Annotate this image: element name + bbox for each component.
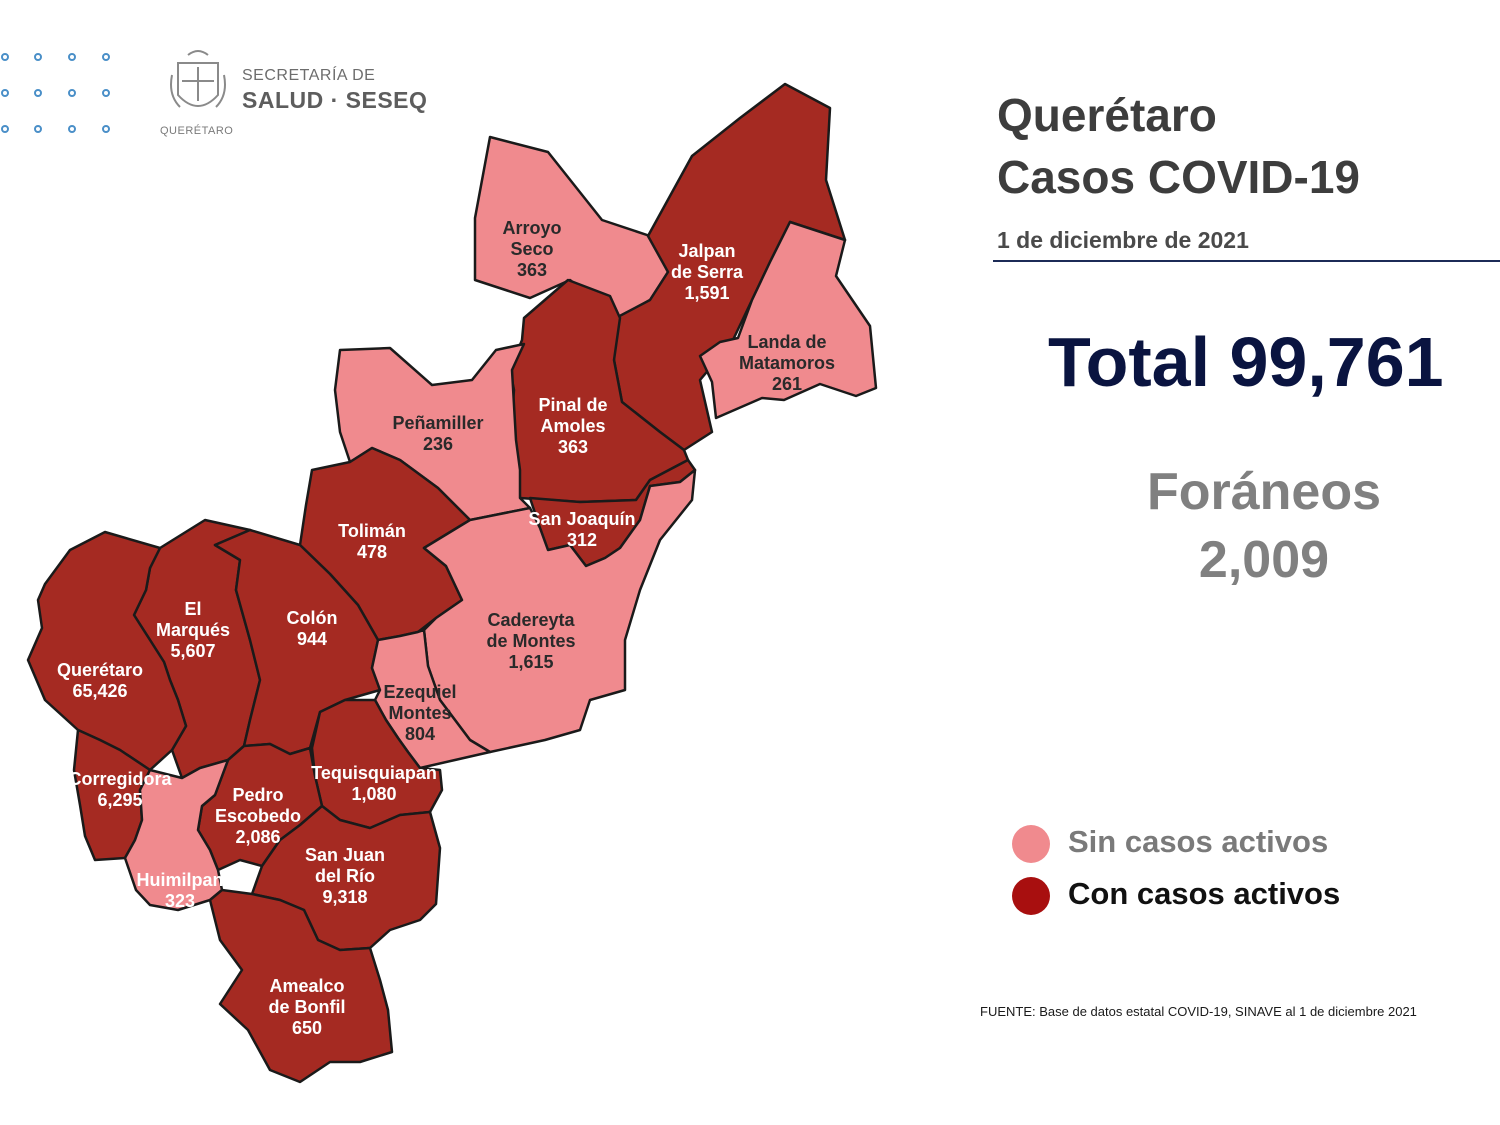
- municipality-label-queretaro: Querétaro 65,426: [57, 660, 143, 702]
- municipality-name-line: Pinal de: [538, 395, 608, 415]
- municipality-cases: 650: [291, 1018, 323, 1038]
- municipality-label-huimilpan: Huimilpan 323: [136, 870, 223, 912]
- municipality-label-landa-de-matamoros: Landa de Matamoros 261: [739, 332, 835, 395]
- legend-dot-active-icon: [1012, 877, 1050, 915]
- municipality-label-ezequiel-montes: Ezequiel Montes 804: [383, 682, 456, 745]
- municipality-cases: 5,607: [170, 641, 216, 661]
- municipality-cases: 236: [422, 434, 454, 454]
- source-note: FUENTE: Base de datos estatal COVID-19, …: [980, 1004, 1417, 1019]
- municipality-name-line: Colón: [286, 608, 338, 628]
- logo-salud-seseq-text: SALUD · SESEQ: [242, 87, 428, 113]
- municipality-label-penamiller: Peñamiller 236: [392, 413, 483, 455]
- municipality-name-line: de Serra: [670, 262, 744, 282]
- municipality-name-line: Seco: [510, 239, 554, 259]
- municipality-name-line: Arroyo: [502, 218, 562, 238]
- municipality-name-line: Escobedo: [214, 806, 302, 826]
- municipality-label-cadereyta-de-montes: Cadereyta de Montes 1,615: [486, 610, 575, 673]
- municipality-label-pinal-de-amoles: Pinal de Amoles 363: [538, 395, 607, 458]
- municipality-label-tequisquiapan: Tequisquiapan 1,080: [311, 763, 437, 805]
- municipality-label-corregidora: Corregidora 6,295: [68, 769, 171, 811]
- municipality-name-line: Peñamiller: [392, 413, 484, 433]
- municipality-cases: 312: [566, 530, 598, 550]
- municipality-name-line: Matamoros: [738, 353, 836, 373]
- municipality-cases: 65,426: [72, 681, 128, 701]
- municipality-label-colon: Colón 944: [287, 608, 338, 650]
- municipality-label-arroyo-seco: Arroyo Seco 363: [502, 218, 561, 281]
- municipality-name-line: Querétaro: [56, 660, 144, 680]
- municipality-name-line: Pedro: [232, 785, 284, 805]
- queretaro-municipalities-map: [26, 82, 878, 1084]
- municipality-name-line: Montes: [388, 703, 452, 723]
- municipality-cases: 1,080: [351, 784, 397, 804]
- legend-label-inactive: Sin casos activos: [1068, 824, 1329, 859]
- legend-dot-inactive-icon: [1012, 825, 1050, 863]
- logo-secretaria-text: SECRETARÍA DE: [242, 67, 376, 84]
- municipality-cases: 363: [516, 260, 548, 280]
- municipality-cases: 804: [404, 724, 436, 744]
- municipality-name-line: Jalpan: [678, 241, 736, 261]
- municipality-name-line: Cadereyta: [487, 610, 575, 630]
- municipality-name-line: de Montes: [486, 631, 576, 651]
- municipality-label-san-joaquin: San Joaquín 312: [528, 509, 635, 551]
- municipality-name-line: del Río: [314, 866, 375, 886]
- municipality-landa-de-matamoros: [698, 220, 878, 420]
- municipality-name-line: Amealco: [269, 976, 345, 996]
- municipality-name-line: El: [184, 599, 202, 619]
- municipality-name-line: Tequisquiapan: [311, 763, 437, 783]
- report-date: 1 de diciembre de 2021: [997, 227, 1249, 253]
- municipality-name-line: Huimilpan: [136, 870, 224, 890]
- municipality-ezequiel-montes: [370, 628, 492, 770]
- municipality-label-pedro-escobedo: Pedro Escobedo 2,086: [215, 785, 301, 848]
- total-cases: Total 99,761: [1048, 323, 1444, 401]
- municipality-queretaro: [26, 530, 188, 772]
- municipality-name-line: Ezequiel: [383, 682, 457, 702]
- municipality-name-line: San Joaquín: [528, 509, 636, 529]
- municipality-name-line: Landa de: [747, 332, 827, 352]
- municipality-name-line: de Bonfil: [268, 997, 346, 1017]
- municipality-name-line: San Juan: [304, 845, 386, 865]
- state-seal-icon: [170, 50, 226, 108]
- municipality-cases: 323: [164, 891, 196, 911]
- legend-label-active: Con casos activos: [1068, 876, 1341, 911]
- municipality-label-jalpan-de-serra: Jalpan de Serra 1,591: [671, 241, 743, 304]
- municipality-cases: 6,295: [97, 790, 143, 810]
- municipality-name-line: Marqués: [155, 620, 231, 640]
- municipality-cases: 1,615: [508, 652, 554, 672]
- municipality-cases: 1,591: [684, 283, 730, 303]
- municipality-name-line: Tolimán: [338, 521, 406, 541]
- municipality-cases: 363: [557, 437, 589, 457]
- municipality-label-amealco-de-bonfil: Amealco de Bonfil 650: [269, 976, 346, 1039]
- seseq-logo: SECRETARÍA DE SALUD · SESEQ QUERÉTARO: [160, 45, 440, 140]
- municipality-name-line: Amoles: [540, 416, 606, 436]
- decorative-dot-pattern: [1, 53, 110, 133]
- title-covid-cases: Casos COVID-19: [997, 151, 1361, 203]
- municipality-label-el-marques: El Marqués 5,607: [156, 599, 230, 662]
- municipality-label-san-juan-del-rio: San Juan del Río 9,318: [305, 845, 385, 908]
- foraneos-label: Foráneos: [1146, 463, 1382, 521]
- title-state: Querétaro: [997, 89, 1217, 141]
- foraneos-block: Foráneos 2,009: [1147, 458, 1381, 594]
- municipality-name-line: Corregidora: [68, 769, 172, 789]
- municipality-cases: 9,318: [322, 887, 368, 907]
- municipality-cases: 478: [356, 542, 388, 562]
- date-divider: [993, 260, 1500, 262]
- municipality-label-toliman: Tolimán 478: [338, 521, 406, 563]
- municipality-cases: 944: [296, 629, 328, 649]
- logo-state-text: QUERÉTARO: [160, 125, 234, 137]
- municipality-cases: 261: [771, 374, 803, 394]
- foraneos-value: 2,009: [1198, 531, 1330, 589]
- municipality-amealco-de-bonfil: [208, 888, 394, 1084]
- municipality-cases: 2,086: [235, 827, 281, 847]
